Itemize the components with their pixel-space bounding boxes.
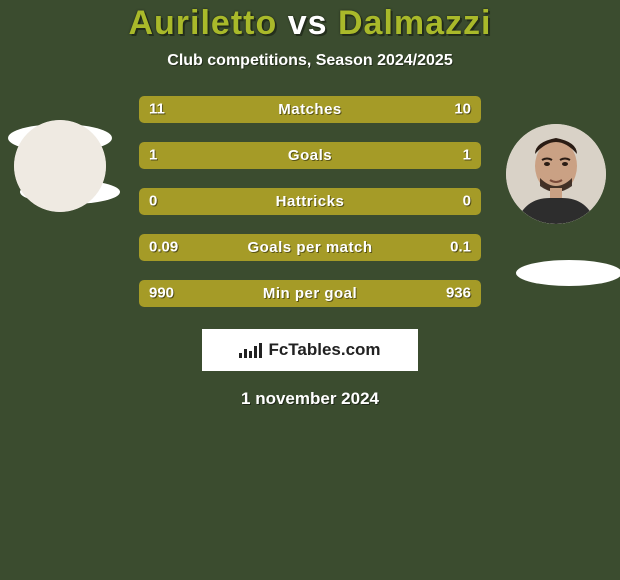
player2-name: Dalmazzi	[338, 4, 492, 42]
barchart-icon	[239, 342, 262, 358]
player1-name: Auriletto	[128, 4, 277, 42]
page-title: Auriletto vs Dalmazzi	[0, 0, 620, 42]
stat-row: 11Goals	[139, 142, 481, 169]
stats-table: 1110Matches 11Goals 00Hattricks 0.090.1Goal…	[139, 96, 481, 307]
stat-label: Hattricks	[139, 193, 481, 210]
stat-row: 990936Min per goal	[139, 280, 481, 307]
subtitle: Club competitions, Season 2024/2025	[0, 52, 620, 70]
stat-label: Goals per match	[139, 239, 481, 256]
logo-text: FcTables.com	[268, 340, 380, 360]
player2-avatar	[506, 124, 606, 224]
stat-label: Goals	[139, 147, 481, 164]
stat-row: 1110Matches	[139, 96, 481, 123]
stat-row: 00Hattricks	[139, 188, 481, 215]
date-text: 1 november 2024	[0, 389, 620, 409]
avatar-shadow	[516, 260, 620, 286]
stat-label: Min per goal	[139, 285, 481, 302]
player1-avatar	[14, 120, 106, 212]
stat-label: Matches	[139, 101, 481, 118]
avatar-shadow	[20, 180, 120, 204]
avatar-photo-icon	[506, 124, 606, 224]
vs-text: vs	[288, 4, 328, 42]
avatar-placeholder-icon	[14, 120, 106, 212]
stat-row: 0.090.1Goals per match	[139, 234, 481, 261]
avatar-shadow	[8, 124, 112, 152]
source-logo: FcTables.com	[202, 329, 418, 371]
